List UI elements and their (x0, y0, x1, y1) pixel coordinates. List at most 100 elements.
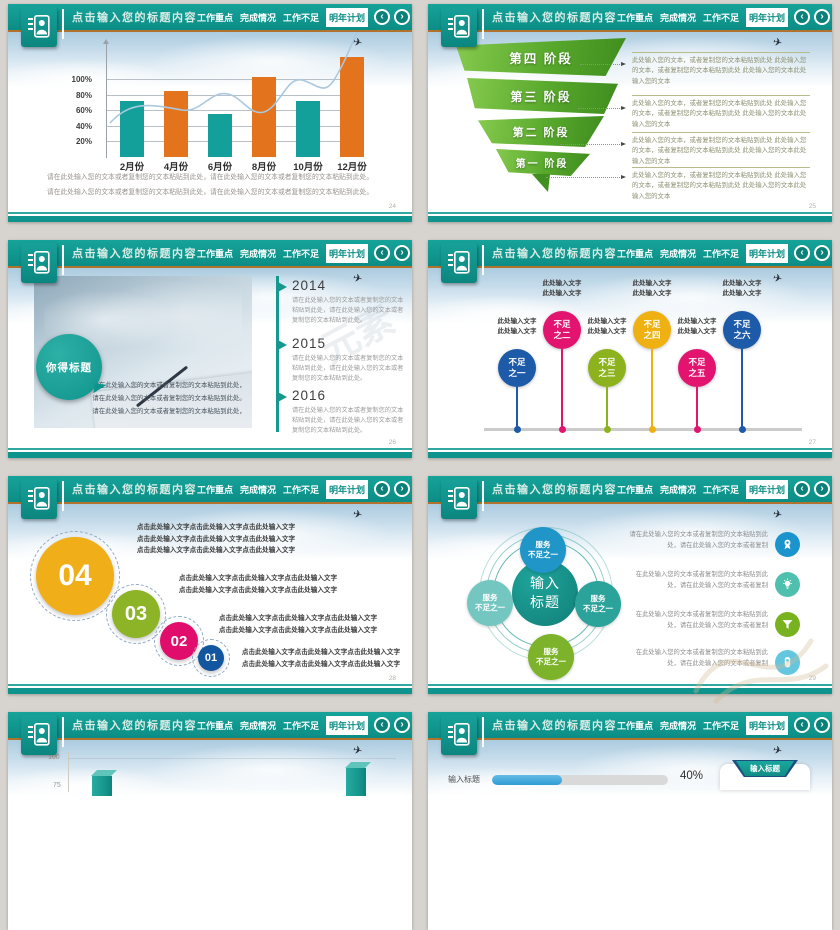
menu-item-2[interactable]: 完成情况 (240, 248, 277, 259)
note-line: 此处输入文字 (542, 280, 582, 287)
prev-button[interactable]: ‹ (794, 9, 811, 25)
header-menu: 工作重点 完成情况 工作不足 明年计划 (197, 243, 369, 263)
prev-button[interactable]: ‹ (374, 245, 391, 261)
menu-item-2[interactable]: 完成情况 (240, 720, 277, 731)
tab-active[interactable]: 明年计划 (746, 7, 789, 27)
next-button[interactable]: › (814, 245, 831, 261)
note-line: 此处输入文字 (722, 290, 762, 298)
menu-item-3[interactable]: 工作不足 (283, 248, 320, 259)
menu-item-2[interactable]: 完成情况 (660, 12, 697, 23)
footer-line (428, 212, 832, 214)
menu-item-1[interactable]: 工作重点 (617, 720, 654, 731)
step-circle-03: 03 (106, 584, 166, 644)
menu-item-3[interactable]: 工作不足 (283, 12, 320, 23)
prev-button[interactable]: ‹ (794, 245, 811, 261)
menu-item-1[interactable]: 工作重点 (617, 12, 654, 23)
body-text-line: 请在此处输入您的文本或者复制您的文本粘贴到此处，请在此处输入您的文本或者复制您的… (46, 188, 374, 196)
dotted-connector (580, 62, 626, 66)
stem-line (741, 349, 743, 428)
tab-active[interactable]: 明年计划 (326, 7, 369, 27)
slide-content: 请在此处输入您的文本或者复制您的文本粘贴到此处， 请在此处输入您的文本或者复制您… (8, 240, 412, 458)
header-nav: ‹ › (374, 481, 411, 497)
menu-item-1[interactable]: 工作重点 (617, 484, 654, 495)
next-button[interactable]: › (814, 717, 831, 733)
menu-item-1[interactable]: 工作重点 (197, 720, 234, 731)
menu-item-3[interactable]: 工作不足 (703, 484, 740, 495)
x-tick-label: 12月份 (337, 162, 367, 173)
tab-active[interactable]: 明年计划 (326, 243, 369, 263)
tab-active[interactable]: 明年计划 (326, 715, 369, 735)
slide-thumbnail-progress[interactable]: ✈ 输入标题 40% 输入标题 点击输入您的标题内容 工作重点 完成情况 工作不足 明年… (428, 712, 832, 930)
prev-button[interactable]: ‹ (374, 9, 391, 25)
page-number: 24 (388, 203, 396, 210)
step-text-line: 点击此处输入文字点击此处输入文字点击此处输入文字 (241, 649, 401, 656)
step-text-line: 点击此处输入文字点击此处输入文字点击此处输入文字 (136, 547, 296, 555)
page-number: 29 (808, 675, 816, 682)
next-button[interactable]: › (394, 245, 411, 261)
page-number: 27 (808, 439, 816, 446)
tab-active[interactable]: 明年计划 (746, 243, 789, 263)
dotted-connector (560, 142, 626, 146)
tab-active[interactable]: 明年计划 (326, 479, 369, 499)
note-line: 此处输入文字 (497, 318, 537, 325)
note-line: 此处输入文字 (587, 328, 627, 336)
menu-item-2[interactable]: 完成情况 (660, 484, 697, 495)
next-button[interactable]: › (814, 481, 831, 497)
chart-bar (164, 90, 188, 157)
prev-button[interactable]: ‹ (794, 481, 811, 497)
body-text-line: 请在此处输入您的文本或者复制您的文本粘贴到此处，请在此处输入您的文本或者复制您的… (46, 174, 374, 181)
menu-item-3[interactable]: 工作不足 (283, 720, 320, 731)
slide-thumbnail-bar-chart[interactable]: ✈ 请在此处输入您的文本或者复制您的文本粘贴到此处，请在此处输入您的文本或者复制… (8, 4, 412, 222)
service-row-text: 在此处输入您的文本或者复制您的文本粘贴到此处，请在此处输入您的文本或者复制 (635, 649, 768, 667)
menu-item-3[interactable]: 工作不足 (703, 248, 740, 259)
tab-active[interactable]: 明年计划 (746, 715, 789, 735)
menu-item-2[interactable]: 完成情况 (660, 248, 697, 259)
next-button[interactable]: › (814, 9, 831, 25)
prev-button[interactable]: ‹ (794, 717, 811, 733)
satellite-left: 服务 不足之一 (467, 580, 513, 626)
prev-button[interactable]: ‹ (374, 717, 391, 733)
slide-thumbnail-service-hub[interactable]: ✈ 输入 标题 服务 不足之一 服务 不足之一 服务 不足之一 服务 不足之一 请在此处输入您的文… (428, 476, 832, 694)
shortfall-circle: 不足 之六 (723, 311, 761, 349)
menu-item-1[interactable]: 工作重点 (197, 248, 234, 259)
chart-bar (208, 114, 232, 157)
next-button[interactable]: › (394, 9, 411, 25)
slide-thumbnail-3d-chart[interactable]: ✈ 100 75 点击输入您的标题内容 工作重点 完成情况 工作不足 明年计划 ‹ › (8, 712, 412, 930)
medal-icon (775, 532, 800, 557)
slide-thumbnail-timeline[interactable]: ✈ 请在此处输入您的文本或者复制您的文本粘贴到此处， 请在此处输入您的文本或者复… (8, 240, 412, 458)
funnel-stage-2: 第二 阶段 (478, 116, 604, 147)
menu-item-2[interactable]: 完成情况 (240, 484, 277, 495)
slide-title: 点击输入您的标题内容 (492, 484, 617, 496)
menu-item-1[interactable]: 工作重点 (197, 12, 234, 23)
tab-active[interactable]: 明年计划 (746, 479, 789, 499)
year-text: 请在此处输入您的文本或者复制您的文本粘贴到此处，请在此处输入您的文本或者复制您的… (292, 407, 404, 435)
menu-item-3[interactable]: 工作不足 (703, 12, 740, 23)
prev-button[interactable]: ‹ (374, 481, 391, 497)
header-divider (62, 481, 64, 511)
header-menu: 工作重点 完成情况 工作不足 明年计划 (197, 715, 369, 735)
menu-item-3[interactable]: 工作不足 (283, 484, 320, 495)
slide-content: 请在此处输入您的文本或者复制您的文本粘贴到此处，请在此处输入您的文本或者复制您的… (8, 4, 412, 222)
ribbon-badge-label: 输入标题 (736, 761, 794, 776)
menu-item-2[interactable]: 完成情况 (660, 720, 697, 731)
year-label: 2015 (292, 336, 327, 351)
y-axis-line (103, 39, 109, 158)
header-nav: ‹ › (374, 9, 411, 25)
menu-item-1[interactable]: 工作重点 (197, 484, 234, 495)
slide-thumbnail-numbered-steps[interactable]: ✈ 04 点击此处输入文字点击此处输入文字点击此处输入文字 点击此处输入文字点击此处… (8, 476, 412, 694)
contact-book-icon (441, 715, 477, 755)
dotted-connector (546, 175, 626, 179)
slide-thumbnail-shortfalls[interactable]: ✈ 此处输入文字 此处输入文字 不足 之一 此处输入文字 此处输入文字 不足 之二 此处输入文字… (428, 240, 832, 458)
menu-item-3[interactable]: 工作不足 (703, 720, 740, 731)
menu-item-1[interactable]: 工作重点 (617, 248, 654, 259)
chart-bar (252, 76, 276, 157)
service-row-text: 在此处输入您的文本或者复制您的文本粘贴到此处，请在此处输入您的文本或者复制 (635, 571, 768, 589)
satellite-bottom: 服务 不足之一 (528, 634, 574, 680)
next-button[interactable]: › (394, 717, 411, 733)
menu-item-2[interactable]: 完成情况 (240, 12, 277, 23)
step-text-line: 点击此处输入文字点击此处输入文字点击此处输入文字 (218, 615, 378, 622)
slide-thumbnail-funnel[interactable]: ✈ 第四 阶段 第三 阶段 第二 阶段 第一 阶段 此处输入您的文本，或者复制您… (428, 4, 832, 222)
stage-description: 此处输入您的文本，或者复制您的文本粘贴到此处 此处输入您的文本，或者复制您的文本… (632, 52, 810, 87)
next-button[interactable]: › (394, 481, 411, 497)
footer-bar (428, 452, 832, 458)
